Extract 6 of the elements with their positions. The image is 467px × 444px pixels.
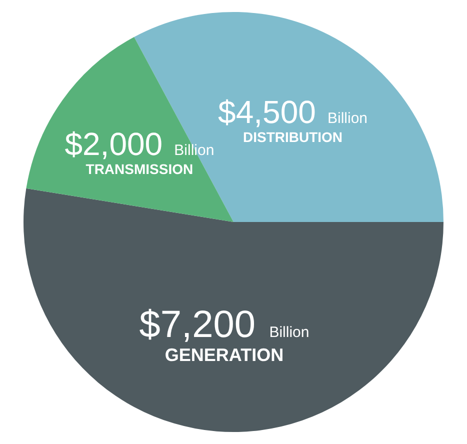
data-label: $7,200 Billion — [139, 304, 310, 346]
slice-label: DISTRIBUTION — [242, 128, 343, 145]
data-label: $4,500 Billion — [218, 94, 368, 130]
slice-label: TRANSMISSION — [86, 160, 194, 177]
data-label: $2,000 Billion — [64, 126, 214, 162]
slice-label: GENERATION — [164, 345, 284, 366]
